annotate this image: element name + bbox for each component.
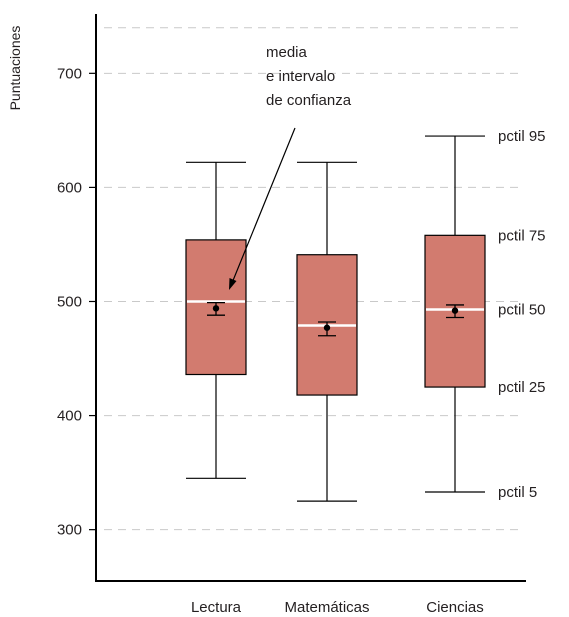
y-tick-label-300: 300	[57, 522, 82, 539]
box-matemáticas	[296, 161, 358, 502]
percentile-labels: pctil 95 pctil 75 pctil 50 pctil 25 pctil 5	[498, 128, 546, 501]
percentile-label-3: pctil 25	[498, 379, 546, 396]
category-label-1: Matemáticas	[284, 599, 369, 616]
annotation-arrowhead	[229, 278, 237, 290]
annotation: media e intervalo de confianza	[229, 44, 352, 290]
category-label-0: Lectura	[191, 599, 242, 616]
mean-point	[212, 305, 220, 312]
category-label-2: Ciencias	[426, 599, 484, 616]
category-labels: Lectura Matemáticas Ciencias	[191, 599, 484, 616]
annotation-line-2: e intervalo	[266, 68, 335, 85]
boxes	[185, 135, 486, 502]
mean-point	[323, 324, 331, 331]
y-tick-label-700: 700	[57, 65, 82, 82]
annotation-arrow	[231, 127, 296, 284]
percentile-label-2: pctil 50	[498, 301, 546, 318]
percentile-label-0: pctil 95	[498, 128, 546, 145]
annotation-line-1: media	[266, 44, 308, 61]
y-tick-label-600: 600	[57, 179, 82, 196]
y-tick-label-500: 500	[57, 293, 82, 310]
y-tick-label-400: 400	[57, 408, 82, 425]
percentile-label-1: pctil 75	[498, 227, 546, 244]
percentile-label-4: pctil 5	[498, 484, 537, 501]
y-axis-label: Puntuaciones	[7, 26, 23, 111]
box-ciencias	[424, 135, 486, 493]
axes-layer: Puntuaciones	[7, 14, 526, 582]
annotation-line-3: de confianza	[266, 92, 352, 109]
y-ticks: 300 400 500 600 700	[57, 65, 96, 539]
box-lectura	[185, 161, 247, 479]
mean-point	[451, 307, 459, 314]
